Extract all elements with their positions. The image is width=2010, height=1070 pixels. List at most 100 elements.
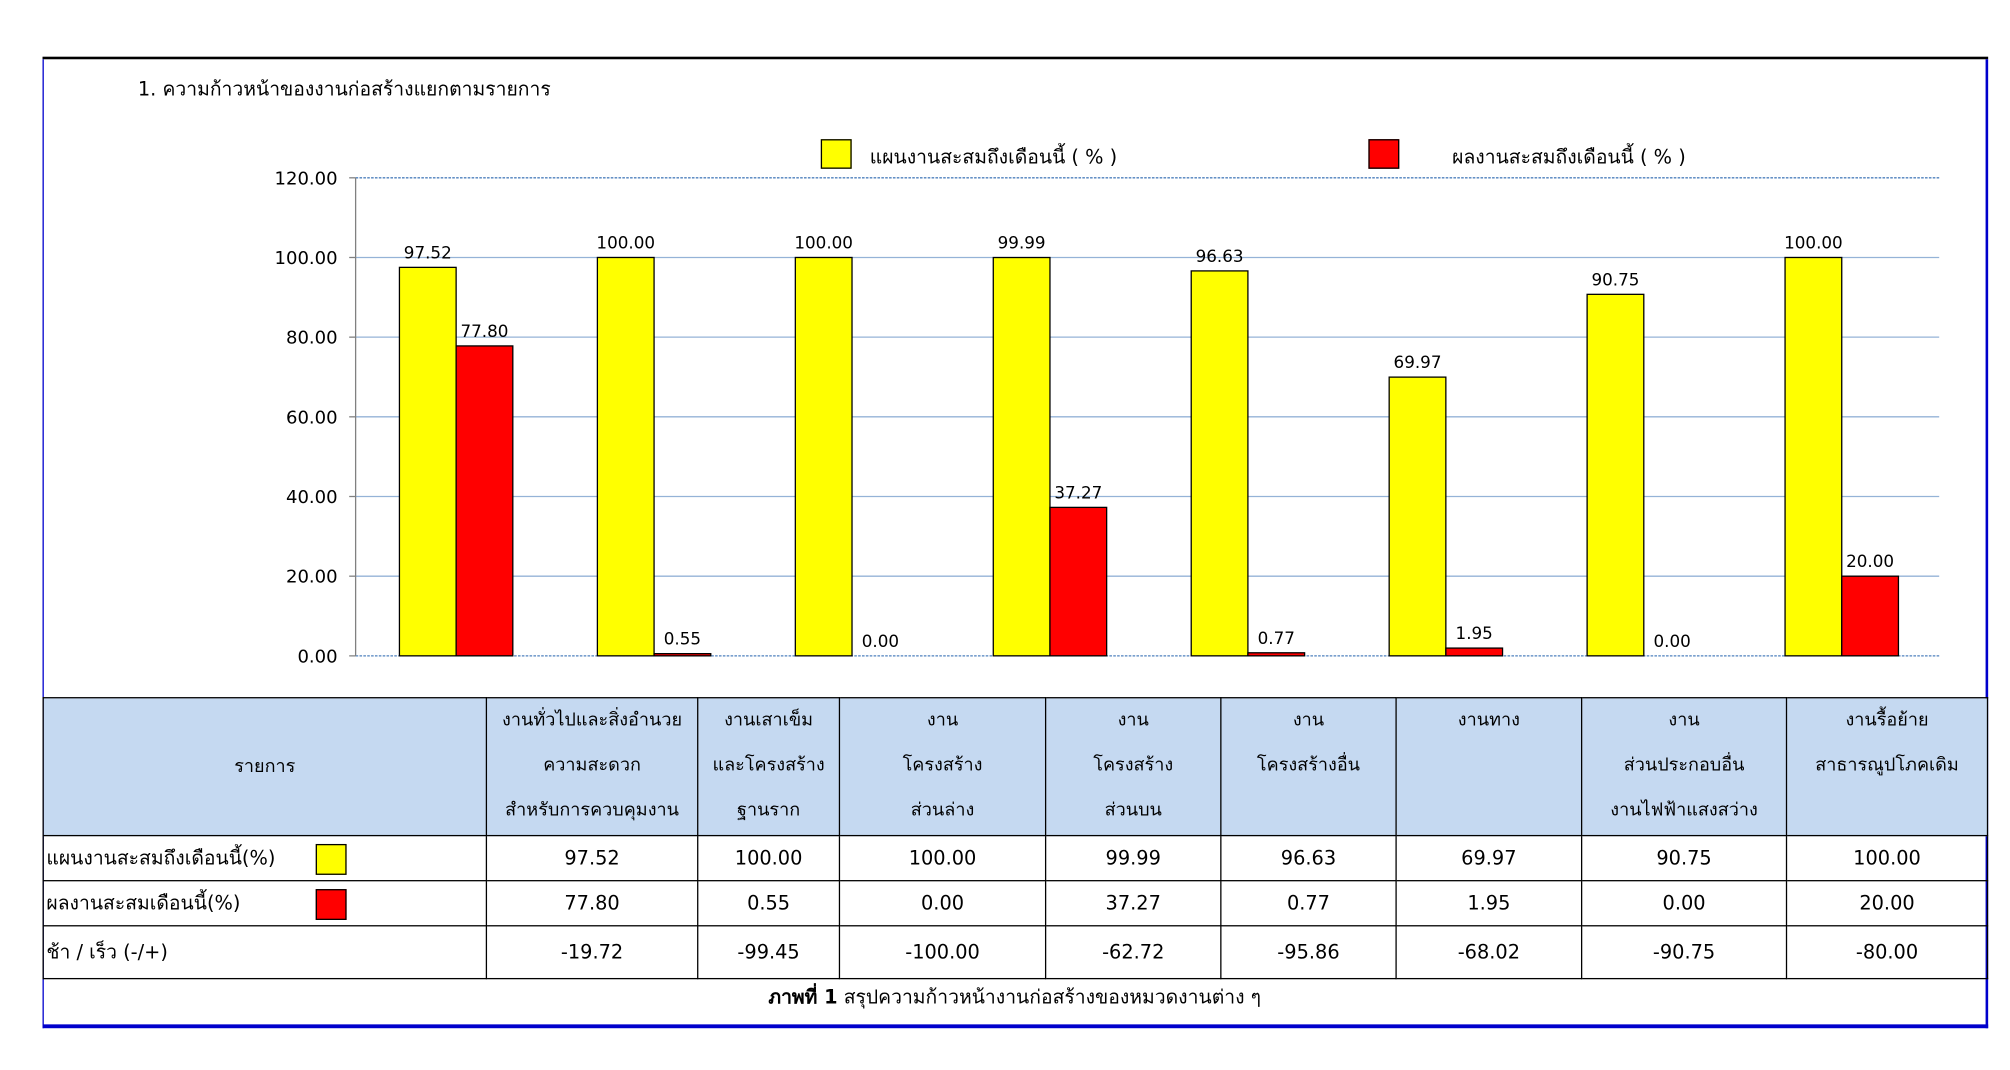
bar-plan [1586, 293, 1645, 657]
value-cell: 100.00 [1785, 834, 1989, 882]
header-line: และโครงสร้าง [712, 755, 825, 776]
value-cell: -99.45 [697, 925, 841, 980]
row-label-cell: ผลงานสะสมเดือนนี้(%) [42, 880, 488, 927]
data-label: 90.75 [1591, 269, 1639, 289]
header-line: งาน [1668, 709, 1700, 731]
value-cell: 99.99 [1044, 834, 1222, 882]
data-label: 0.77 [1258, 628, 1295, 648]
header-line: งานทั่วไปและสิ่งอำนวย [502, 709, 683, 731]
header-line [1397, 743, 1581, 788]
data-label: 77.80 [460, 321, 508, 341]
row-label: ผลงานสะสมเดือนนี้(%) [46, 891, 241, 915]
value-cell: -62.72 [1044, 925, 1222, 980]
header-line: ส่วนล่าง [910, 800, 975, 821]
row-label-cell: ช้า / เร็ว (-/+) [42, 925, 488, 980]
data-label: 1.95 [1456, 623, 1493, 643]
data-label: 96.63 [1196, 246, 1244, 266]
bar-actual [653, 653, 712, 657]
header-line: งานไฟฟ้าแสงสว่าง [1610, 800, 1758, 821]
value-cell: -80.00 [1785, 925, 1989, 980]
legend-swatch-actual [1368, 139, 1400, 169]
header-line [1221, 789, 1395, 834]
header-column: งานรื้อย้ายสาธารณูปโภคเดิม [1785, 697, 1989, 837]
bar-actual [1445, 647, 1504, 657]
header-column: งานโครงสร้างอื่น [1220, 697, 1397, 837]
header-column: งานโครงสร้างส่วนล่าง [838, 697, 1047, 837]
header-line: โครงสร้างอื่น [1256, 755, 1360, 776]
header-line: โครงสร้าง [902, 755, 983, 776]
value-cell: 0.55 [697, 880, 841, 927]
data-label: 97.52 [404, 242, 452, 262]
value-cell: 96.63 [1220, 834, 1397, 882]
data-label: 99.99 [998, 233, 1046, 253]
value-cell: -95.86 [1220, 925, 1397, 980]
value-cell: 97.52 [485, 834, 699, 882]
caption-text: สรุปความก้าวหน้างานก่อสร้างของหมวดงานต่า… [837, 985, 1262, 1009]
bar-plan [596, 256, 655, 657]
header-column: งานทั่วไปและสิ่งอำนวยความสะดวกสำหรับการค… [485, 697, 699, 837]
bar-actual [1247, 652, 1306, 657]
data-label: 0.00 [862, 631, 899, 651]
data-label: 0.00 [1654, 631, 1691, 651]
top-rule [42, 56, 1989, 60]
value-cell: 37.27 [1044, 880, 1222, 927]
header-line: สาธารณูปโภคเดิม [1815, 755, 1959, 776]
y-tick-label: 60.00 [286, 407, 338, 428]
header-line: ส่วนประกอบอื่น [1623, 755, 1745, 776]
header-column: งาน โครงสร้าง ส่วนบน [1044, 697, 1222, 837]
value-cell: 69.97 [1395, 834, 1583, 882]
data-label: 0.55 [664, 629, 701, 649]
header-line: ความสะดวก [543, 755, 641, 776]
y-tick-label: 100.00 [275, 248, 338, 269]
bar-actual [1049, 506, 1108, 657]
bar-plan [1784, 256, 1843, 657]
bar-chart: 0.00 20.00 40.00 60.00 80.00 100.00 120.00 97.5… [275, 168, 1940, 667]
row-label: แผนงานสะสมถึงเดือนนี้(%) [46, 846, 276, 870]
value-cell: -68.02 [1395, 925, 1583, 980]
chart-title: 1. ความก้าวหน้าของงานก่อสร้างแยกตามรายกา… [137, 77, 551, 101]
header-column: งานทาง [1395, 697, 1583, 837]
bar-plan [794, 256, 853, 657]
bar-plan [1190, 270, 1249, 657]
data-label: 100.00 [794, 232, 853, 252]
bar-actual [1841, 575, 1900, 657]
value-cell: 20.00 [1785, 880, 1989, 927]
value-cell: 100.00 [838, 834, 1047, 882]
table-row: แผนงานสะสมถึงเดือนนี้(%) 97.52 100.00 100.0… [42, 834, 1989, 882]
data-label: 69.97 [1394, 352, 1442, 372]
header-item-label: รายการ [42, 697, 488, 837]
data-label: 100.00 [1784, 232, 1843, 252]
legend-label-actual: ผลงานสะสมถึงเดือนนี้ ( % ) [1452, 145, 1686, 169]
bar-plan [398, 266, 457, 657]
table-row: ผลงานสะสมเดือนนี้(%) 77.80 0.55 0.00 37.27 0.… [42, 880, 1989, 927]
header-line: งาน [1117, 709, 1149, 731]
value-cell: 0.00 [838, 880, 1047, 927]
header-line: ส่วนบน [1104, 800, 1162, 821]
y-tick-label: 20.00 [286, 567, 338, 588]
value-cell: -90.75 [1580, 925, 1788, 980]
header-line [1397, 789, 1581, 834]
header-line: งานรื้อย้าย [1845, 709, 1929, 731]
header-line: งาน [1292, 709, 1325, 731]
value-cell: -100.00 [838, 925, 1047, 980]
header-line: งาน [926, 709, 959, 731]
value-cell: 1.95 [1395, 880, 1583, 927]
table-row: ช้า / เร็ว (-/+) -19.72 -99.45 -100.00 -62.7… [42, 925, 1989, 980]
bar-plan [992, 256, 1051, 657]
data-label: 100.00 [596, 232, 655, 252]
value-cell: 100.00 [697, 834, 841, 882]
y-tick-label: 40.00 [286, 487, 338, 508]
header-line: ฐานราก [737, 800, 801, 821]
header-line: สำหรับการควบคุมงาน [505, 800, 679, 821]
figure-frame [42, 59, 1989, 1029]
y-tick-label: 0.00 [297, 646, 337, 667]
row-legend-swatch [315, 889, 347, 920]
value-cell: 0.00 [1580, 880, 1788, 927]
y-tick-label: 120.00 [275, 168, 338, 189]
row-label: ช้า / เร็ว (-/+) [46, 940, 168, 964]
legend-label-plan: แผนงานสะสมถึงเดือนนี้ ( % ) [869, 145, 1118, 169]
y-tick-label: 80.00 [286, 328, 338, 349]
row-label-cell: แผนงานสะสมถึงเดือนนี้(%) [42, 834, 488, 882]
header-line: งานทาง [1457, 709, 1520, 731]
